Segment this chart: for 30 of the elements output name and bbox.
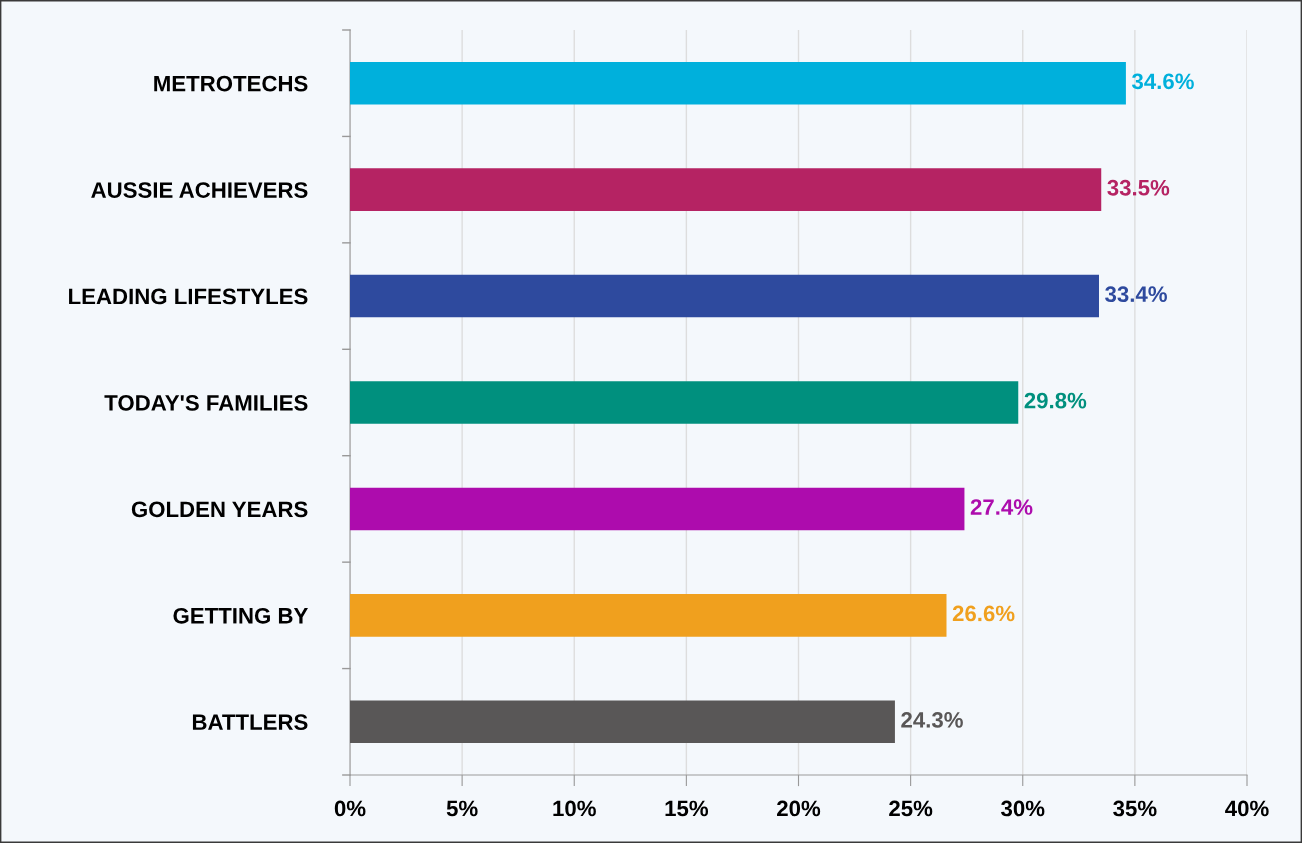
data-label: 27.4% [970,499,1033,515]
y-tick-label: GOLDEN YEARS [131,501,308,518]
y-tick-label: GETTING BY [173,607,308,624]
x-tick-label: 5% [446,800,478,817]
x-tick-label: 40% [1225,800,1269,817]
bar [350,700,895,744]
data-label: 33.4% [1105,286,1167,303]
x-tick-label: 10% [553,800,596,817]
x-tick-label: 15% [665,800,709,817]
x-tick-label: 0% [334,800,366,817]
bar [350,381,1019,424]
data-label: 34.6% [1131,73,1194,90]
x-tick-label: 35% [1113,800,1157,817]
data-label: 26.6% [952,605,1015,622]
bar [350,594,947,637]
bar [350,61,1126,105]
y-tick-label: LEADING LIFESTYLES [69,288,308,305]
y-tick-label: METROTECHS [154,75,308,92]
y-tick-label: AUSSIE ACHIEVERS [91,182,308,198]
bar [350,274,1099,318]
bar [350,487,965,531]
x-tick-label: 30% [1001,800,1045,817]
x-tick-label: 20% [777,800,821,817]
data-label: 33.5% [1107,179,1170,196]
data-label: 29.8% [1024,392,1087,409]
y-tick-label: TODAY'S FAMILIES [104,395,308,411]
data-label: 24.3% [901,712,963,728]
y-tick-label: BATTLERS [192,714,308,731]
bar [350,168,1102,211]
x-tick-label: 25% [889,800,933,817]
